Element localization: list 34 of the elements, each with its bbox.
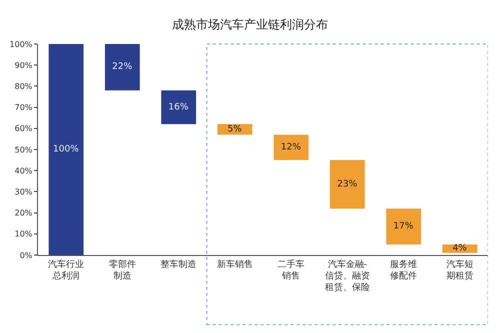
bar	[330, 160, 365, 209]
y-tick-label: 0%	[20, 250, 33, 260]
y-tick-label: 80%	[14, 82, 33, 91]
data-label: 23%	[337, 179, 358, 190]
data-label: 5%	[228, 124, 242, 134]
x-tick-label: 服务维修配件	[390, 258, 418, 282]
data-label: 100%	[53, 144, 80, 154]
x-tick-label: 汽车短期租赁	[446, 258, 474, 282]
x-tick-label: 零部件制造	[108, 258, 136, 282]
y-tick-label: 20%	[14, 208, 33, 218]
x-tick-label: 汽车金融-信贷、融资租赁、保险	[324, 258, 370, 294]
y-tick-label: 10%	[14, 230, 33, 239]
bar	[386, 208, 422, 244]
y-tick-label: 30%	[14, 188, 33, 196]
y-tick-label: 60%	[14, 124, 33, 134]
data-label: 17%	[393, 222, 414, 232]
data-label: 16%	[168, 102, 189, 112]
y-tick-label: 70%	[14, 103, 33, 112]
bar	[48, 44, 84, 255]
x-tick-label: 新车销售	[216, 258, 253, 270]
y-tick-label: 40%	[14, 166, 33, 176]
y-tick-label: 100%	[10, 40, 33, 49]
bar	[161, 90, 196, 124]
bar	[104, 44, 140, 90]
x-tick-label: 二手车销售	[278, 258, 305, 282]
data-label: 4%	[452, 244, 468, 254]
y-tick-label: 90%	[14, 60, 33, 70]
x-tick-label: 整车制造	[160, 258, 197, 270]
y-tick-label: 50%	[14, 145, 33, 154]
data-label: 22%	[112, 62, 133, 72]
chart-title: 成熟市场汽车产业链利润分布	[172, 17, 328, 32]
bar	[274, 134, 309, 160]
data-label: 12%	[280, 142, 302, 152]
x-tick-label: 汽车行业总利润	[48, 258, 84, 282]
